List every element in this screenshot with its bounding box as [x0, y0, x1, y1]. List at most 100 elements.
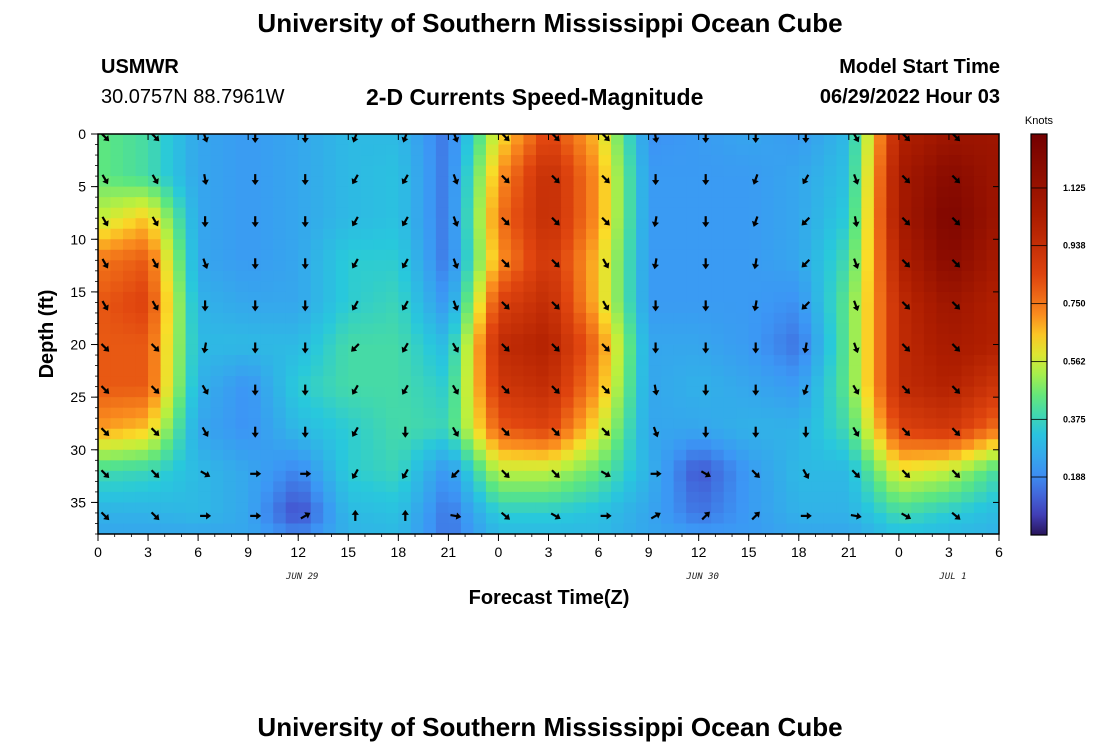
heatmap-cell	[398, 270, 412, 282]
heatmap-cell	[886, 312, 900, 325]
heatmap-cell	[848, 291, 862, 304]
heatmap-cell	[698, 491, 712, 504]
heatmap-cell	[786, 481, 800, 493]
heatmap-cell	[823, 207, 837, 219]
heatmap-cell	[698, 249, 712, 261]
current-arrow	[852, 174, 860, 185]
heatmap-cell	[811, 281, 825, 293]
heatmap-cell	[786, 439, 800, 451]
heatmap-cell	[573, 491, 587, 504]
heatmap-cell	[310, 312, 324, 325]
heatmap-cell	[711, 281, 725, 293]
heatmap-cell	[861, 334, 875, 346]
heatmap-cell	[473, 302, 487, 314]
heatmap-cell	[185, 439, 199, 451]
heatmap-cell	[173, 239, 187, 251]
heatmap-cell	[573, 407, 587, 419]
heatmap-cell	[285, 165, 299, 177]
heatmap-cell	[586, 186, 600, 198]
heatmap-cell	[298, 481, 312, 493]
heatmap-cell	[736, 323, 750, 335]
heatmap-cell	[811, 397, 825, 409]
heatmap-cell	[448, 144, 462, 156]
heatmap-cell	[523, 397, 537, 409]
heatmap-cell	[548, 502, 562, 514]
heatmap-cell	[110, 207, 124, 219]
heatmap-cell	[961, 407, 975, 419]
heatmap-cell	[636, 207, 650, 219]
heatmap-cell	[836, 207, 850, 219]
heatmap-cell	[623, 334, 637, 346]
heatmap-cell	[848, 270, 862, 282]
heatmap-cell	[98, 197, 112, 209]
heatmap-cell	[973, 134, 988, 146]
heatmap-cell	[110, 144, 124, 156]
heatmap-cell	[623, 428, 637, 440]
heatmap-cell	[473, 270, 487, 282]
heatmap-cell	[911, 460, 925, 472]
heatmap-cell	[310, 260, 324, 272]
heatmap-cell	[636, 260, 650, 272]
heatmap-cell	[598, 270, 612, 282]
heatmap-cell	[460, 155, 475, 167]
heatmap-cell	[723, 186, 737, 198]
heatmap-cell	[435, 312, 449, 325]
heatmap-cell	[561, 481, 575, 493]
heatmap-cell	[360, 502, 374, 514]
heatmap-cell	[823, 334, 837, 346]
heatmap-cell	[873, 376, 887, 388]
heatmap-cell	[185, 376, 199, 388]
heatmap-cell	[198, 449, 212, 461]
heatmap-cell	[273, 218, 287, 230]
heatmap-cell	[936, 449, 950, 461]
heatmap-cell	[936, 523, 950, 534]
heatmap-cell	[798, 144, 812, 156]
heatmap-cell	[836, 155, 850, 167]
heatmap-cell	[160, 291, 174, 304]
heatmap-cell	[385, 281, 399, 293]
heatmap-cell	[698, 502, 712, 514]
heatmap-cell	[535, 239, 550, 251]
heatmap-cell	[986, 491, 999, 504]
heatmap-cell	[548, 481, 562, 493]
heatmap-cell	[173, 470, 187, 482]
heatmap-cell	[873, 249, 887, 261]
heatmap-cell	[673, 165, 687, 177]
heatmap-cell	[886, 228, 900, 240]
heatmap-cell	[923, 523, 938, 534]
heatmap-cell	[548, 144, 562, 156]
heatmap-cell	[748, 155, 762, 167]
heatmap-cell	[135, 365, 149, 377]
heatmap-cell	[748, 334, 762, 346]
heatmap-cell	[298, 376, 312, 388]
heatmap-cell	[410, 523, 424, 534]
heatmap-cell	[823, 323, 837, 335]
heatmap-cell	[986, 439, 999, 451]
heatmap-cell	[686, 260, 700, 272]
heatmap-cell	[323, 439, 337, 451]
heatmap-cell	[535, 249, 550, 261]
x-tick-label: 12	[290, 544, 306, 560]
heatmap-cell	[173, 165, 187, 177]
heatmap-cell	[948, 365, 963, 377]
x-tick-label: 18	[791, 544, 807, 560]
heatmap-cell	[198, 270, 212, 282]
heatmap-cell	[285, 449, 299, 461]
heatmap-cell	[723, 334, 737, 346]
heatmap-cell	[736, 439, 750, 451]
heatmap-cell	[98, 407, 112, 419]
heatmap-cell	[523, 386, 537, 398]
heatmap-cell	[886, 165, 900, 177]
heatmap-cell	[936, 355, 950, 367]
heatmap-cell	[210, 302, 224, 314]
current-arrow	[852, 258, 860, 269]
heatmap-cell	[748, 439, 762, 451]
heatmap-cell	[923, 270, 938, 282]
current-arrow	[850, 512, 862, 520]
heatmap-cell	[248, 376, 262, 388]
heatmap-cell	[410, 376, 424, 388]
heatmap-cell	[110, 439, 124, 451]
heatmap-cell	[335, 218, 349, 230]
heatmap-cell	[273, 449, 287, 461]
heatmap-cell	[786, 197, 800, 209]
